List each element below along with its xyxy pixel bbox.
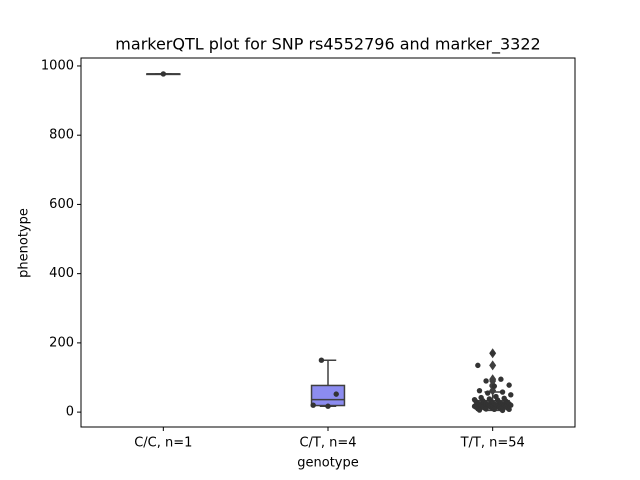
x-tick-label: T/T, n=54	[460, 436, 525, 451]
y-tick-label: 200	[49, 335, 74, 350]
x-axis-label: genotype	[297, 456, 358, 471]
point	[475, 362, 481, 369]
y-tick-label: 600	[49, 197, 74, 212]
point	[489, 350, 496, 356]
point	[483, 406, 489, 412]
point	[318, 357, 325, 363]
x-tick-label: C/T, n=4	[299, 436, 356, 451]
point	[508, 392, 514, 398]
y-tick-label: 800	[49, 128, 74, 143]
point	[160, 71, 167, 77]
point	[476, 407, 483, 413]
point	[333, 391, 339, 397]
point	[476, 387, 483, 394]
point	[498, 376, 504, 382]
chart-title: markerQTL plot for SNP rs4552796 and mar…	[115, 35, 540, 55]
point	[491, 383, 498, 389]
point	[485, 390, 491, 396]
box	[310, 384, 346, 407]
point	[325, 403, 331, 409]
y-axis-label: phenotype	[17, 208, 32, 278]
point	[506, 406, 512, 413]
outlier	[489, 374, 497, 385]
point	[506, 382, 512, 388]
y-tick-label: 400	[49, 266, 74, 281]
point	[499, 389, 506, 395]
outlier	[489, 360, 497, 371]
x-tick-label: C/C, n=1	[134, 436, 192, 451]
y-tick-label: 0	[66, 405, 74, 420]
point	[499, 407, 506, 414]
point	[491, 406, 498, 413]
point	[483, 378, 489, 384]
y-tick-label: 1000	[41, 58, 74, 73]
point	[310, 402, 316, 408]
